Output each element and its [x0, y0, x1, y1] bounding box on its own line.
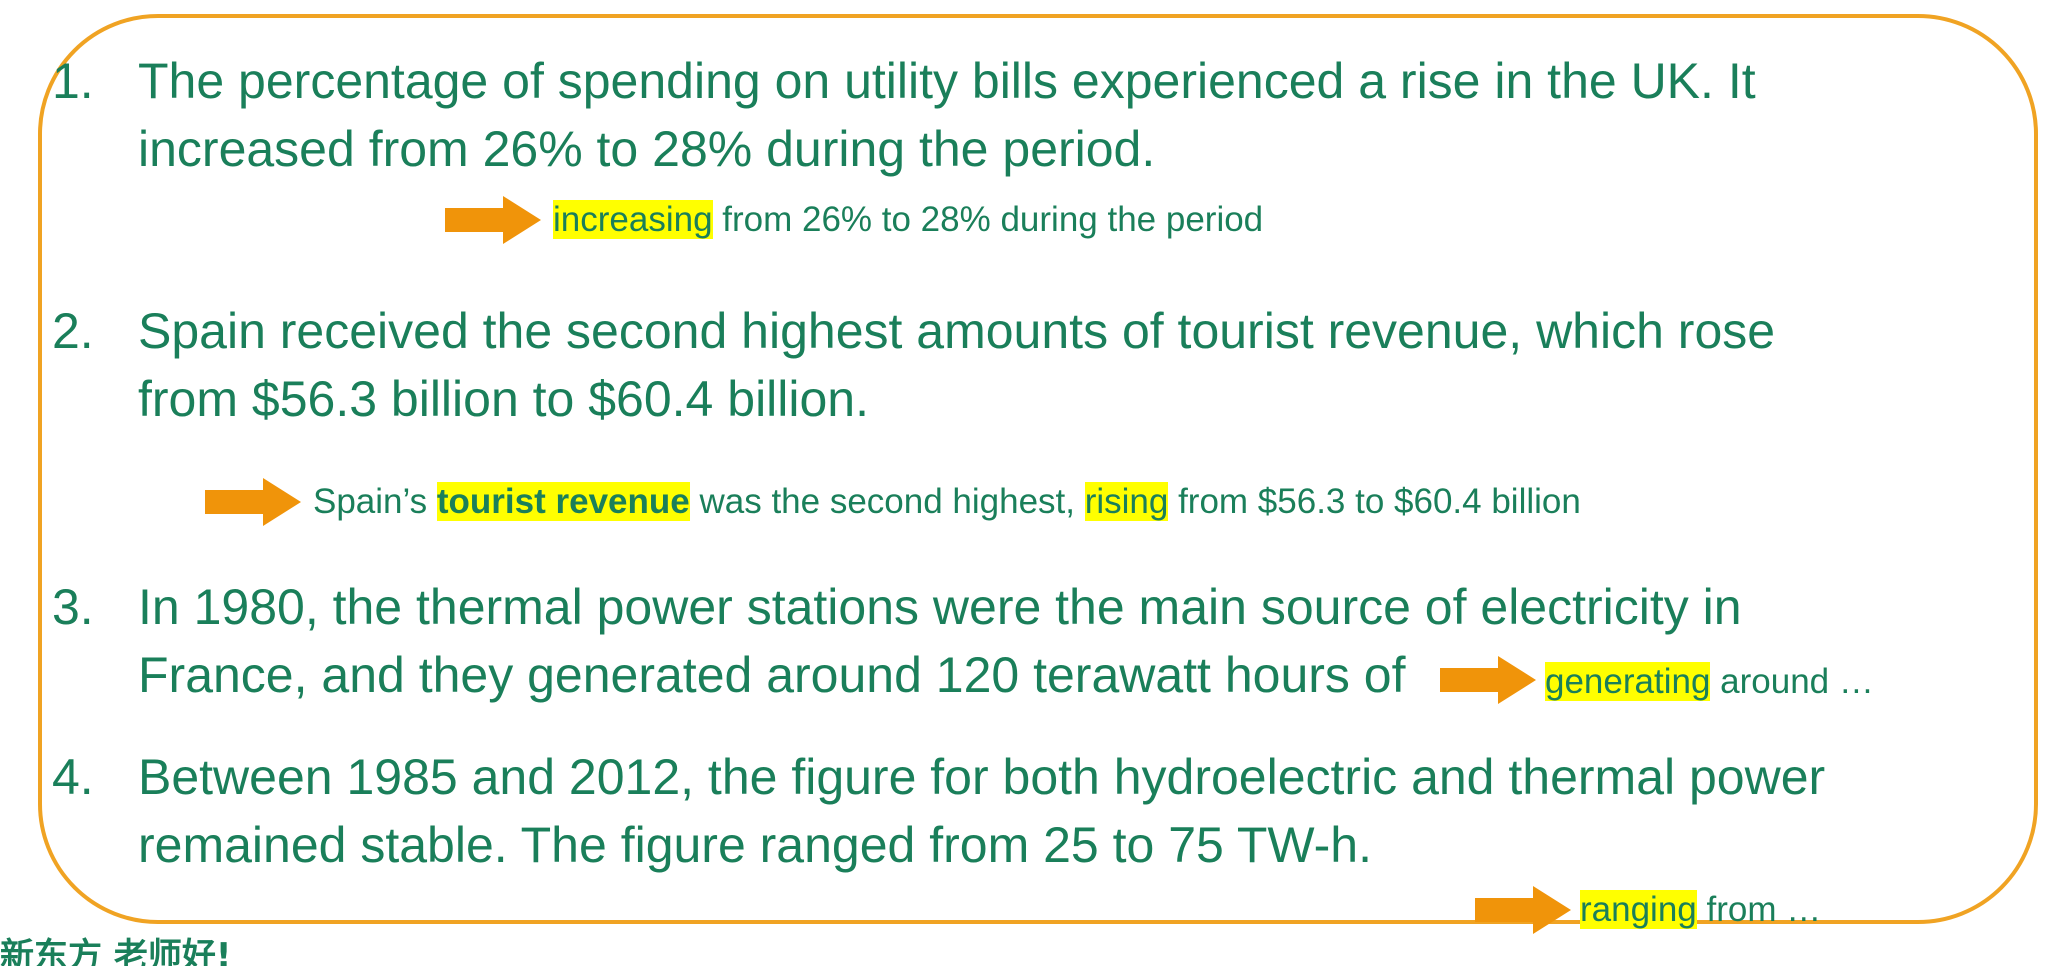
sentence-line: France, and they generated around 120 te…: [138, 647, 1406, 703]
sentence-line: from $56.3 billion to $60.4 billion.: [138, 371, 870, 427]
rewrite-text: was the second highest,: [689, 482, 1085, 521]
rewrite-1: increasing from 26% to 28% during the pe…: [553, 198, 1263, 242]
right-arrow-icon: [1440, 656, 1536, 704]
sentence-number: 4.: [52, 749, 94, 805]
content-frame: [38, 14, 2038, 924]
right-arrow-icon: [1475, 886, 1571, 934]
sentence-line: remained stable. The figure ranged from …: [138, 817, 1373, 873]
sentence-number: 1.: [52, 53, 94, 109]
sentence-line: Spain received the second highest amount…: [138, 303, 1776, 359]
rewrite-text: from …: [1696, 890, 1822, 929]
sentence-number: 3.: [52, 579, 94, 635]
brand-logo: 新东方 老师好!: [0, 936, 232, 966]
highlighted-word: rising: [1084, 482, 1169, 521]
highlighted-phrase: tourist revenue: [436, 482, 690, 521]
sentence-line: In 1980, the thermal power stations were…: [138, 579, 1742, 635]
rewrite-3: generating around …: [1545, 660, 1874, 704]
highlighted-word: generating: [1545, 662, 1711, 701]
rewrite-text: from $56.3 to $60.4 billion: [1168, 482, 1581, 521]
right-arrow-icon: [445, 196, 541, 244]
highlighted-word: increasing: [553, 200, 713, 239]
rewrite-text: around …: [1710, 662, 1874, 701]
sentence-line: The percentage of spending on utility bi…: [138, 53, 1756, 109]
sentence-line: Between 1985 and 2012, the figure for bo…: [138, 749, 1826, 805]
rewrite-2: Spain’s tourist revenue was the second h…: [313, 480, 1581, 524]
right-arrow-icon: [205, 478, 301, 526]
sentence-line: increased from 26% to 28% during the per…: [138, 121, 1156, 177]
highlighted-word: ranging: [1580, 890, 1697, 929]
sentence-number: 2.: [52, 303, 94, 359]
rewrite-4: ranging from …: [1580, 888, 1821, 932]
rewrite-text: Spain’s: [313, 482, 437, 521]
rewrite-text: from 26% to 28% during the period: [712, 200, 1264, 239]
